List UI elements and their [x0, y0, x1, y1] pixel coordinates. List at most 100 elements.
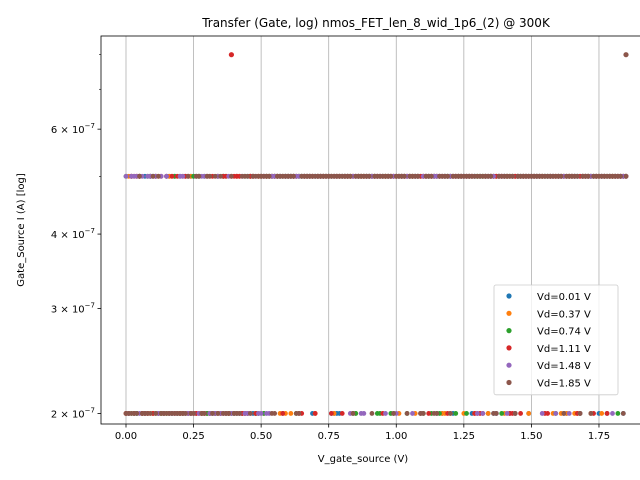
data-point	[191, 411, 196, 416]
data-point	[488, 173, 494, 179]
data-point	[339, 411, 345, 416]
data-point	[169, 173, 175, 179]
data-point	[361, 411, 367, 416]
data-point	[415, 173, 421, 179]
y-tick-mantissa: 6 × 10	[51, 125, 85, 136]
data-point	[272, 411, 278, 416]
data-point	[561, 411, 567, 416]
data-point	[134, 411, 140, 416]
data-point	[445, 173, 451, 179]
y-tick-label: 2 × 10−7	[51, 406, 95, 420]
data-point	[420, 411, 426, 416]
data-point	[164, 173, 169, 179]
data-point	[604, 411, 610, 416]
data-point	[312, 411, 318, 416]
data-point	[485, 411, 491, 416]
data-point	[383, 411, 388, 416]
x-tick-label: 0.50	[250, 431, 272, 442]
x-tick-label: 1.50	[520, 431, 542, 442]
data-point	[434, 411, 440, 416]
x-axis-label: V_gate_source (V)	[318, 454, 409, 465]
y-axis-ticks: 2 × 10−73 × 10−74 × 10−76 × 10−7	[51, 54, 101, 420]
data-point	[512, 411, 518, 416]
data-point	[618, 173, 623, 179]
data-point	[196, 173, 202, 179]
legend-label: Vd=1.48 V	[537, 361, 591, 372]
data-point	[474, 411, 480, 416]
data-point	[480, 411, 486, 416]
data-point	[229, 173, 234, 179]
data-point	[566, 411, 572, 416]
data-point	[504, 411, 510, 416]
data-point	[123, 173, 129, 179]
outlier-point	[623, 52, 629, 58]
data-point	[369, 411, 375, 416]
data-point	[280, 411, 286, 416]
y-axis-label: Gate_Source I (A) [log]	[16, 173, 27, 287]
x-tick-label: 1.25	[453, 431, 475, 442]
y-tick-exponent: −7	[85, 227, 95, 235]
data-point	[493, 411, 499, 416]
data-point	[185, 173, 191, 179]
data-point	[526, 411, 532, 416]
data-point	[447, 411, 453, 416]
data-point	[558, 173, 564, 179]
data-point	[599, 411, 605, 416]
data-point	[237, 411, 242, 416]
data-point	[183, 411, 188, 416]
data-point	[201, 411, 207, 416]
data-point	[620, 411, 626, 416]
data-point	[539, 411, 545, 416]
x-axis-ticks: 0.00 0.25 0.50 0.75 1.00 1.25 1.50 1.75	[115, 424, 610, 442]
data-point	[499, 411, 505, 416]
data-point	[464, 411, 469, 416]
legend-marker	[506, 379, 512, 386]
data-point	[245, 173, 251, 179]
data-point	[545, 411, 551, 416]
data-point	[429, 173, 434, 179]
y-tick-label: 3 × 10−7	[51, 302, 95, 316]
data-point	[577, 411, 583, 416]
plot-frame	[100, 35, 640, 425]
data-point	[291, 173, 296, 179]
legend-marker	[506, 293, 512, 299]
data-point	[156, 173, 161, 179]
legend-marker	[506, 362, 512, 368]
data-point	[623, 173, 629, 179]
data-point	[518, 411, 523, 416]
data-point	[404, 411, 410, 416]
y-tick-label: 6 × 10−7	[51, 122, 95, 136]
legend-label: Vd=1.11 V	[537, 344, 591, 355]
y-tick-mantissa: 3 × 10	[51, 305, 85, 316]
grid-lines	[125, 36, 600, 424]
data-point	[410, 411, 415, 416]
y-tick-mantissa: 2 × 10	[51, 409, 85, 420]
y-tick-mantissa: 4 × 10	[51, 230, 85, 241]
legend-label: Vd=0.74 V	[537, 327, 591, 338]
data-point	[147, 411, 153, 416]
data-point	[426, 411, 432, 416]
data-point	[150, 173, 156, 179]
data-point	[210, 411, 215, 416]
data-point	[585, 173, 591, 179]
data-point	[215, 411, 221, 416]
data-point	[553, 411, 559, 416]
data-point	[329, 411, 334, 416]
data-point	[226, 411, 232, 416]
data-point	[574, 173, 580, 179]
x-tick-label: 1.00	[385, 431, 407, 442]
chart-title: Transfer (Gate, log) nmos_FET_len_8_wid_…	[201, 16, 551, 30]
data-point	[180, 173, 186, 179]
legend-label: Vd=0.01 V	[537, 292, 591, 303]
data-point	[615, 411, 621, 416]
legend-label: Vd=1.85 V	[537, 379, 591, 390]
data-point	[207, 173, 213, 179]
data-point	[453, 411, 459, 416]
data-point	[137, 173, 142, 179]
y-tick-exponent: −7	[85, 122, 95, 130]
legend-label: Vd=0.37 V	[537, 309, 591, 320]
legend-marker	[506, 345, 512, 351]
legend: Vd=0.01 V Vd=0.37 V Vd=0.74 V Vd=1.11 V Vd=1…	[493, 284, 619, 396]
legend-frame	[493, 284, 619, 396]
